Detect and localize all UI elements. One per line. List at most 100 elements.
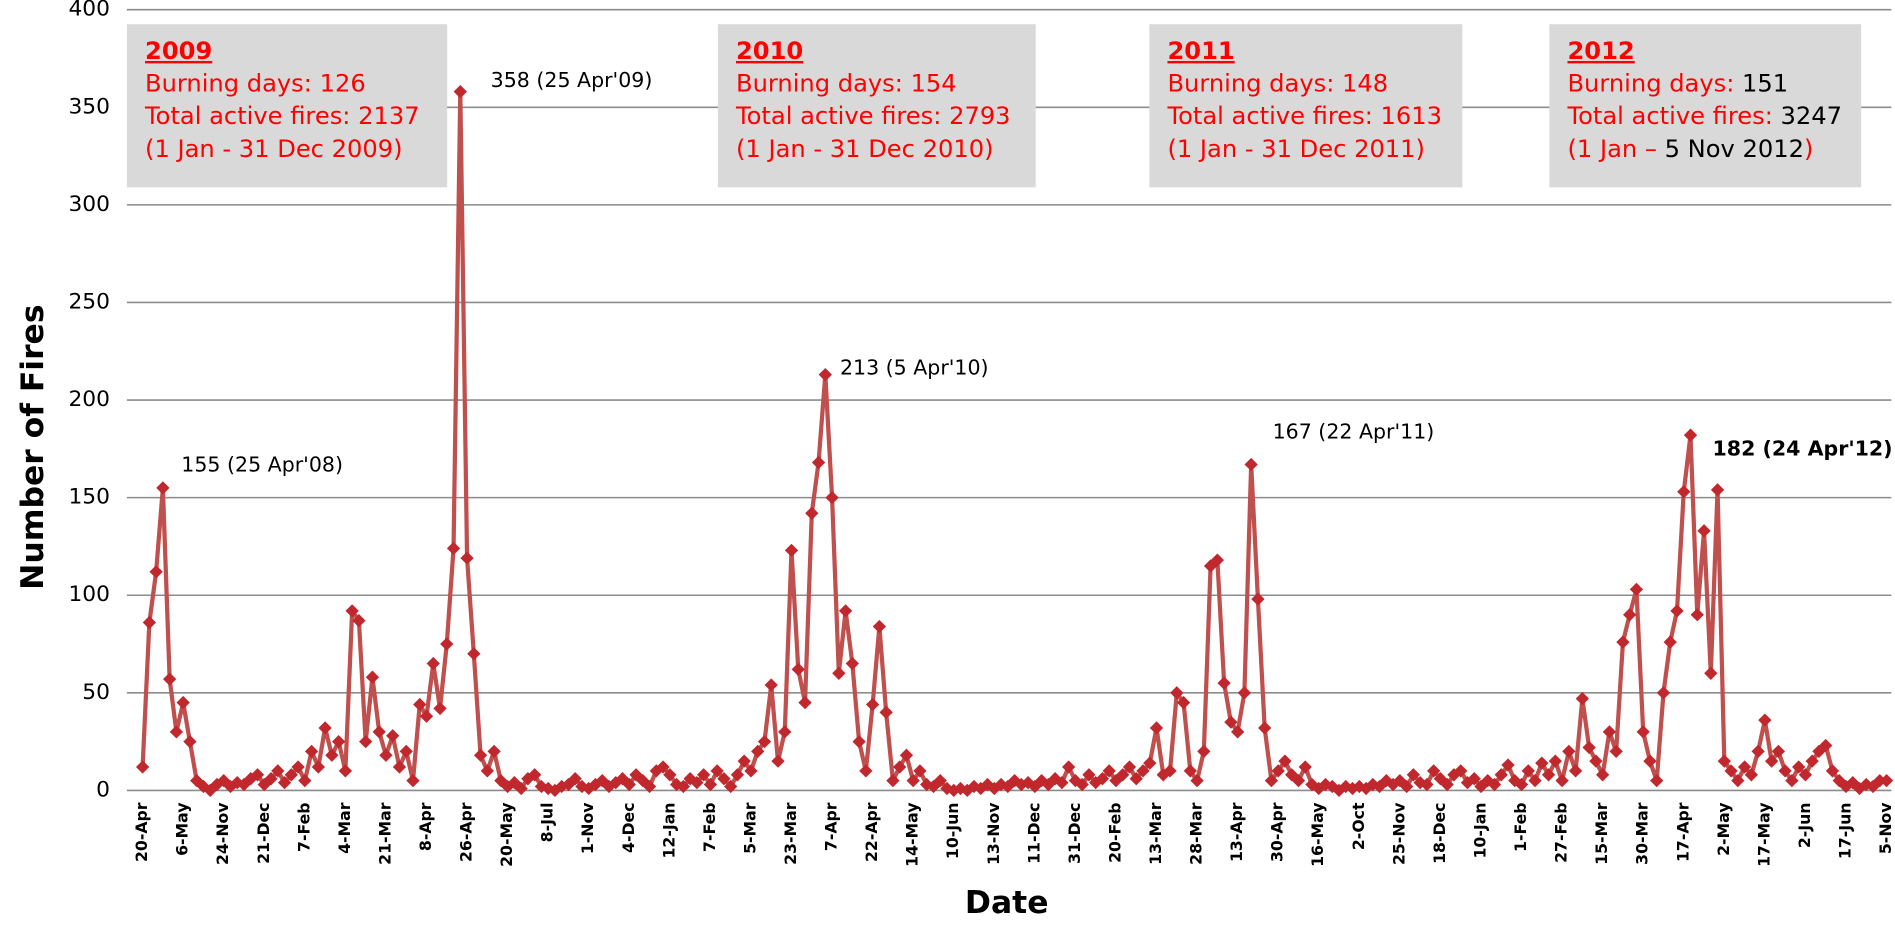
data-point: [1589, 754, 1603, 768]
peak-annotation: 167 (22 Apr'11): [1273, 420, 1435, 444]
data-point: [1643, 754, 1657, 768]
data-point: [1116, 768, 1130, 782]
data-point: [1420, 777, 1434, 792]
data-point: [1582, 740, 1596, 755]
x-tick-label: 13-Apr: [1227, 802, 1246, 862]
data-point: [818, 368, 832, 382]
y-tick-label: 200: [68, 387, 110, 412]
x-tick-label: 8-Jul: [538, 802, 557, 842]
data-point: [1656, 686, 1671, 700]
data-point: [1616, 635, 1630, 649]
x-tick-label: 21-Mar: [375, 802, 394, 865]
x-tick-label: 7-Apr: [822, 802, 841, 851]
data-point: [1710, 483, 1725, 497]
y-tick-label: 400: [68, 0, 110, 22]
data-point: [1562, 744, 1576, 759]
x-tick-label: 18-Dec: [1430, 802, 1449, 863]
box-line-part: Burning days:: [1567, 70, 1742, 98]
data-point: [480, 764, 494, 778]
data-point: [1663, 635, 1677, 649]
data-point: [1399, 779, 1414, 794]
data-point: [1690, 608, 1704, 622]
box-line: Burning days: 126: [145, 70, 366, 98]
data-point: [304, 744, 319, 759]
box-line-part: (1 Jan –: [1567, 135, 1664, 163]
data-point: [528, 768, 542, 782]
x-tick-label: 24-Nov: [213, 802, 232, 865]
data-point: [1568, 764, 1583, 778]
data-point: [791, 662, 805, 677]
data-point: [1082, 768, 1096, 782]
y-tick-label: 250: [68, 289, 110, 314]
data-point: [1548, 754, 1562, 768]
box-year: 2010: [736, 37, 803, 65]
data-point: [183, 734, 197, 749]
data-point: [764, 678, 778, 692]
data-point: [514, 781, 528, 796]
x-tick-label: 16-May: [1308, 802, 1327, 866]
x-tick-label: 12-Jan: [659, 802, 678, 858]
data-point: [1683, 428, 1698, 442]
data-point: [311, 760, 326, 774]
peak-annotation: 182 (24 Apr'12): [1713, 437, 1893, 461]
x-tick-label: 30-Apr: [1268, 802, 1287, 862]
data-point: [642, 779, 657, 794]
peak-annotation: 213 (5 Apr'10): [840, 356, 989, 380]
x-tick-label: 17-Jun: [1835, 802, 1854, 859]
data-point: [751, 744, 765, 759]
peak-annotation: 155 (25 Apr'08): [181, 452, 343, 476]
data-point: [460, 551, 474, 565]
box-line: Burning days: 154: [736, 70, 957, 98]
data-point: [845, 656, 859, 671]
data-point: [1623, 608, 1637, 622]
data-point: [825, 490, 839, 505]
data-point: [467, 647, 481, 661]
data-point: [162, 672, 177, 686]
data-point: [1798, 768, 1813, 782]
data-point: [1075, 777, 1089, 792]
data-point: [1677, 485, 1691, 499]
data-point: [555, 779, 569, 794]
y-tick-label: 150: [68, 485, 110, 510]
x-tick-label: 25-Nov: [1389, 802, 1408, 865]
box-line-part: 151: [1742, 70, 1788, 98]
x-tick-label: 17-Apr: [1673, 802, 1692, 862]
data-point: [778, 725, 792, 739]
x-tick-label: 7-Feb: [294, 802, 313, 851]
box-year: 2011: [1167, 37, 1234, 65]
data-point: [852, 734, 866, 749]
x-tick-label: 1-Feb: [1511, 802, 1530, 851]
x-tick-label: 13-Nov: [984, 802, 1003, 865]
info-box: [1549, 24, 1862, 188]
data-point: [1717, 754, 1731, 768]
data-point: [318, 721, 332, 735]
data-point: [1237, 686, 1252, 700]
data-point: [879, 705, 893, 719]
data-point: [453, 85, 467, 99]
x-tick-label: 27-Feb: [1552, 802, 1571, 862]
data-point: [859, 764, 873, 778]
data-point: [1629, 582, 1644, 597]
data-point: [663, 768, 677, 782]
data-point: [1602, 725, 1617, 739]
data-point: [487, 744, 501, 759]
data-point: [149, 565, 163, 579]
data-point: [379, 748, 393, 762]
x-tick-label: 6-May: [173, 802, 192, 855]
y-tick-label: 300: [68, 192, 110, 217]
data-point: [1595, 768, 1610, 782]
data-point: [1670, 604, 1684, 618]
data-point: [406, 774, 420, 788]
x-tick-label: 2-Oct: [1349, 802, 1368, 850]
x-tick-label: 31-Dec: [1065, 802, 1084, 863]
box-line: (1 Jan - 31 Dec 2009): [145, 135, 403, 163]
data-point: [156, 481, 170, 495]
box-line-part: 3247: [1781, 102, 1842, 130]
data-point: [1751, 744, 1765, 759]
x-tick-label: 20-May: [497, 802, 516, 866]
data-point: [1514, 777, 1529, 792]
data-point: [1758, 713, 1772, 727]
x-tick-label: 7-Feb: [700, 802, 719, 851]
x-tick-label: 14-May: [903, 802, 922, 866]
data-point: [1541, 768, 1556, 782]
